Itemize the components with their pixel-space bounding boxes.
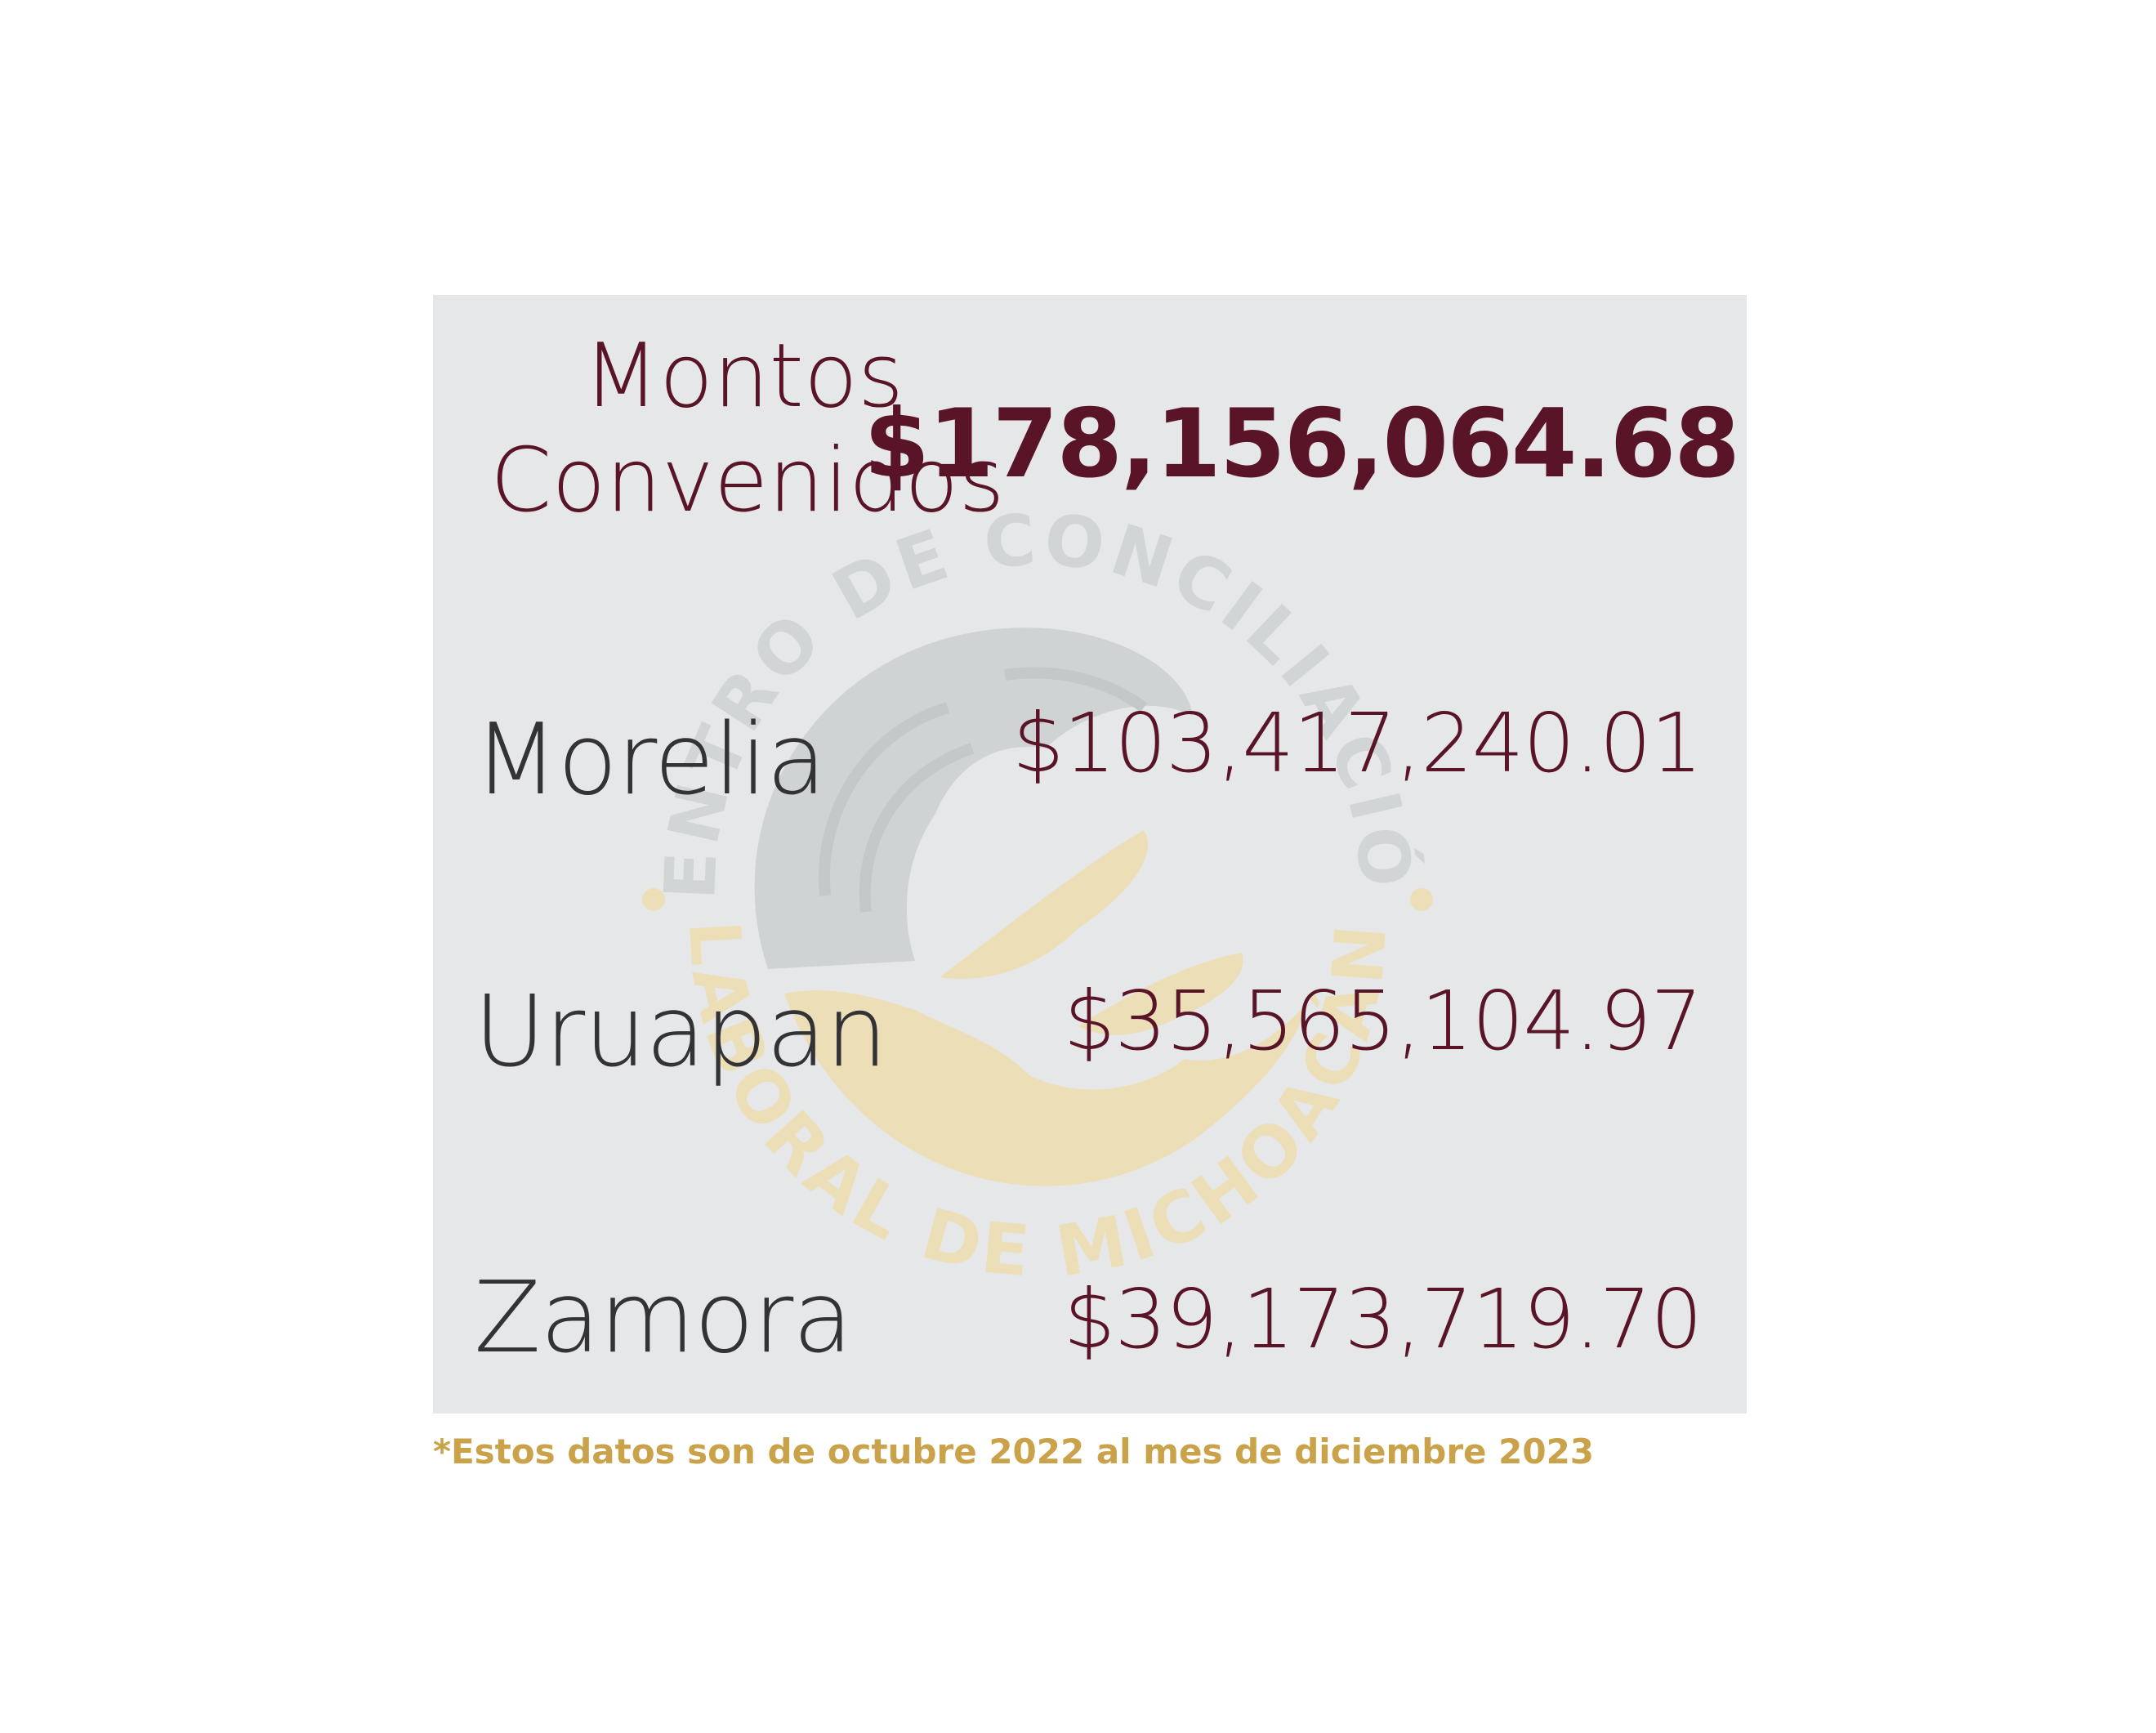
seal-watermark-icon: CENTRO DE CONCILIACIÓN LABORAL DE MICHOA… <box>621 471 1433 1293</box>
title-line-2: Convenidos <box>490 430 1005 532</box>
city-morelia: Morelia <box>474 703 827 817</box>
summary-panel: CENTRO DE CONCILIACIÓN LABORAL DE MICHOA… <box>433 295 1747 1414</box>
amount-morelia: $103,417,240.01 <box>1012 695 1703 791</box>
amount-uruapan: $35,565,104.97 <box>1063 973 1703 1069</box>
title-line-1: Montos <box>583 325 904 427</box>
total-amount: $178,156,064.68 <box>864 389 1740 499</box>
amount-zamora: $39,173,719.70 <box>1063 1271 1703 1367</box>
city-uruapan: Uruapan <box>474 976 888 1089</box>
page-title: Montos Convenidos <box>490 324 1005 534</box>
city-zamora: Zamora <box>474 1262 853 1375</box>
footnote: *Estos datos son de octubre 2022 al mes … <box>433 1432 1595 1472</box>
